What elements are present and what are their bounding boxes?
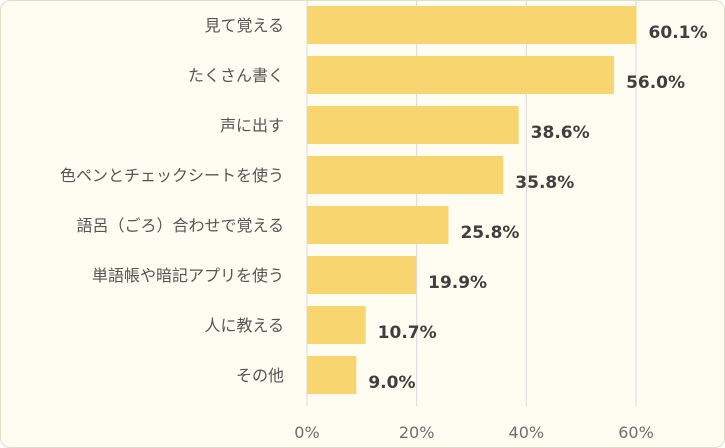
bar-0	[307, 6, 637, 44]
value-label-4: 25.8%	[460, 223, 519, 243]
category-label-3: 色ペンとチェックシートを使う	[60, 166, 284, 185]
x-tick-label-60: 60%	[618, 423, 654, 442]
value-label-0: 60.1%	[649, 23, 708, 43]
bar-3	[307, 156, 504, 194]
category-label-6: 人に教える	[204, 316, 284, 335]
value-label-2: 38.6%	[531, 123, 590, 143]
category-label-2: 声に出す	[220, 116, 284, 135]
category-label-5: 単語帳や暗記アプリを使う	[92, 266, 284, 285]
x-tick-label-40: 40%	[509, 423, 545, 442]
category-label-1: たくさん書く	[188, 66, 284, 85]
value-label-5: 19.9%	[428, 273, 487, 293]
value-label-6: 10.7%	[378, 323, 437, 343]
bar-4	[307, 206, 449, 244]
bar-7	[307, 356, 357, 394]
category-label-7: その他	[236, 366, 284, 385]
x-tick-label-0: 0%	[294, 423, 319, 442]
category-label-0: 見て覚える	[204, 16, 284, 35]
bar-1	[307, 56, 615, 94]
category-label-4: 語呂（ごろ）合わせで覚える	[76, 216, 284, 235]
value-label-3: 35.8%	[515, 173, 574, 193]
x-tick-label-20: 20%	[399, 423, 435, 442]
value-label-7: 9.0%	[368, 373, 415, 393]
bar-5	[307, 256, 417, 294]
bar-2	[307, 106, 519, 144]
value-label-1: 56.0%	[626, 73, 685, 93]
bar-6	[307, 306, 366, 344]
